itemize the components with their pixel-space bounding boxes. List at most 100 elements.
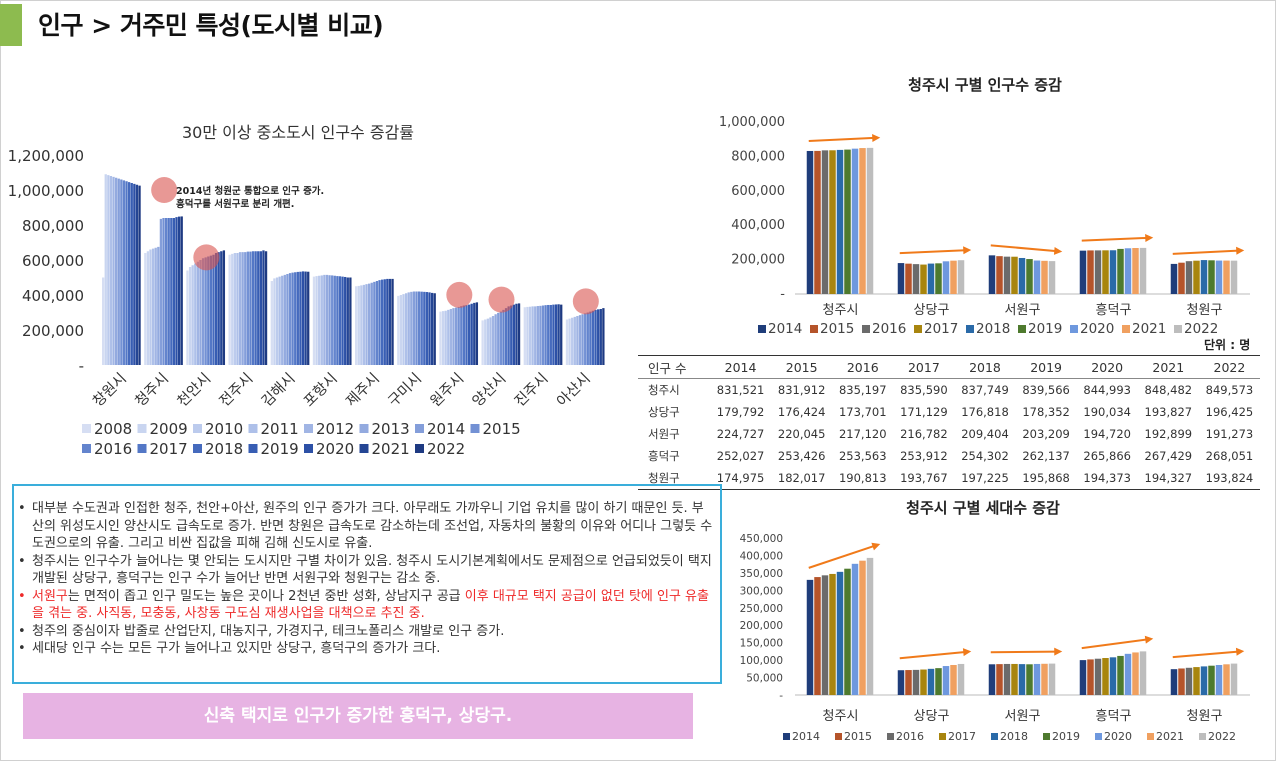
value-cell: 182,017 xyxy=(771,467,833,490)
bar xyxy=(591,310,595,365)
highlight-circle xyxy=(193,244,220,271)
bar xyxy=(897,263,905,294)
legend-swatch xyxy=(359,424,369,433)
bar xyxy=(444,310,447,365)
value-cell: 171,129 xyxy=(900,405,948,419)
bar xyxy=(368,283,371,365)
y-tick-label: - xyxy=(779,690,783,702)
value-cell: 2020 xyxy=(1076,355,1138,379)
bar xyxy=(299,271,302,365)
trend-arrow-head xyxy=(1236,246,1245,255)
bar xyxy=(517,303,521,365)
bar xyxy=(1041,663,1048,695)
value-cell: 203,209 xyxy=(1022,427,1070,441)
value-cell: 252,027 xyxy=(716,449,765,463)
bar xyxy=(935,668,942,695)
legend-label: 2019 xyxy=(261,440,299,458)
bar xyxy=(560,304,563,365)
note-item-highlight: 서원구는 면적이 좁고 인구 밀도는 높은 곳이나 2천년 중반 성화, 상남지… xyxy=(18,588,714,623)
legend-label: 2017 xyxy=(150,440,188,458)
bar xyxy=(515,303,518,365)
bar xyxy=(829,150,836,294)
bar xyxy=(1178,668,1185,695)
legend-swatch xyxy=(137,424,147,433)
bar xyxy=(859,560,866,695)
legend-swatch xyxy=(137,444,147,453)
legend-swatch xyxy=(359,444,369,453)
note-highlight-a: 서원구 xyxy=(32,588,68,604)
value-cell: 176,818 xyxy=(961,405,1009,419)
table-row: 청주시 831,521 831,912 835,197 835,590 837,749 83… xyxy=(638,379,1260,402)
bar xyxy=(439,311,442,365)
trend-arrow-line xyxy=(1081,638,1148,650)
value-cell: 2022 xyxy=(1198,355,1260,379)
chart-title: 청주시 구별 세대수 증감 xyxy=(906,499,1060,517)
value-cell: 2016 xyxy=(832,355,894,379)
bar xyxy=(1117,248,1124,294)
trend-arrow-line xyxy=(899,249,966,255)
bar xyxy=(355,286,358,365)
legend-label: 2022 xyxy=(427,440,465,458)
bar xyxy=(270,281,273,365)
legend-swatch xyxy=(1043,733,1050,740)
bar xyxy=(806,579,814,695)
row-label-cell: 청주시 xyxy=(648,383,680,397)
bar xyxy=(112,176,115,365)
bar xyxy=(844,149,851,294)
bar xyxy=(386,278,389,365)
legend-label: 2018 xyxy=(976,321,1010,337)
bar xyxy=(167,218,170,365)
bar xyxy=(507,306,510,365)
bar xyxy=(157,246,160,365)
legend-label: 2015 xyxy=(844,730,872,743)
bar xyxy=(346,277,349,365)
value-cell: 217,120 xyxy=(838,427,887,441)
bar xyxy=(231,253,234,365)
legend-label: 2021 xyxy=(1132,321,1166,337)
x-tick-label: 청주시 xyxy=(823,709,859,724)
legend-label: 2014 xyxy=(768,321,802,337)
bar xyxy=(1018,257,1026,294)
conclusion-banner: 신축 택지로 인구가 증가한 흥덕구, 상당구. xyxy=(23,693,693,739)
bar xyxy=(370,282,373,365)
table-header-row: 인구 수 2014 2015 2016 2017 2018 2019 2020 2021 2022 xyxy=(638,355,1260,379)
bar xyxy=(254,251,257,365)
legend-swatch xyxy=(1018,325,1026,333)
bar xyxy=(388,278,392,365)
bar xyxy=(301,271,305,365)
value-cell: 197,225 xyxy=(954,467,1016,490)
bar xyxy=(186,270,189,365)
x-tick-label: 청원구 xyxy=(1187,303,1223,318)
legend-swatch xyxy=(914,325,922,333)
legend-swatch xyxy=(82,444,91,453)
bar xyxy=(1079,250,1087,294)
bar xyxy=(942,261,950,294)
bar xyxy=(177,216,181,365)
bar xyxy=(104,174,107,365)
bar xyxy=(547,304,550,365)
y-tick-label: 350,000 xyxy=(740,568,783,580)
bar xyxy=(1048,261,1056,294)
bar xyxy=(484,319,487,365)
bar xyxy=(109,176,113,365)
bar xyxy=(402,294,405,365)
bar xyxy=(988,255,996,294)
highlight-circle xyxy=(572,288,599,315)
value-cell: 844,993 xyxy=(1083,383,1131,397)
bar xyxy=(821,575,829,695)
bar xyxy=(927,668,935,695)
legend-label: 2018 xyxy=(205,440,243,458)
bar xyxy=(489,317,492,365)
annotation-line: 흥덕구를 서원구로 분리 개편. xyxy=(176,198,294,210)
bar xyxy=(294,272,297,365)
x-tick-label: 서원구 xyxy=(1005,303,1041,318)
bar xyxy=(1170,669,1178,695)
legend-swatch xyxy=(862,325,870,333)
y-tick-label: 800,000 xyxy=(731,149,785,164)
annotation-line: 2014년 청원군 통합으로 인구 증가. xyxy=(176,185,324,197)
bar xyxy=(528,306,532,365)
highlight-circle xyxy=(446,281,473,308)
value-cell: 267,429 xyxy=(1144,449,1193,463)
value-cell: 190,813 xyxy=(832,467,894,490)
legend-swatch xyxy=(82,424,91,433)
